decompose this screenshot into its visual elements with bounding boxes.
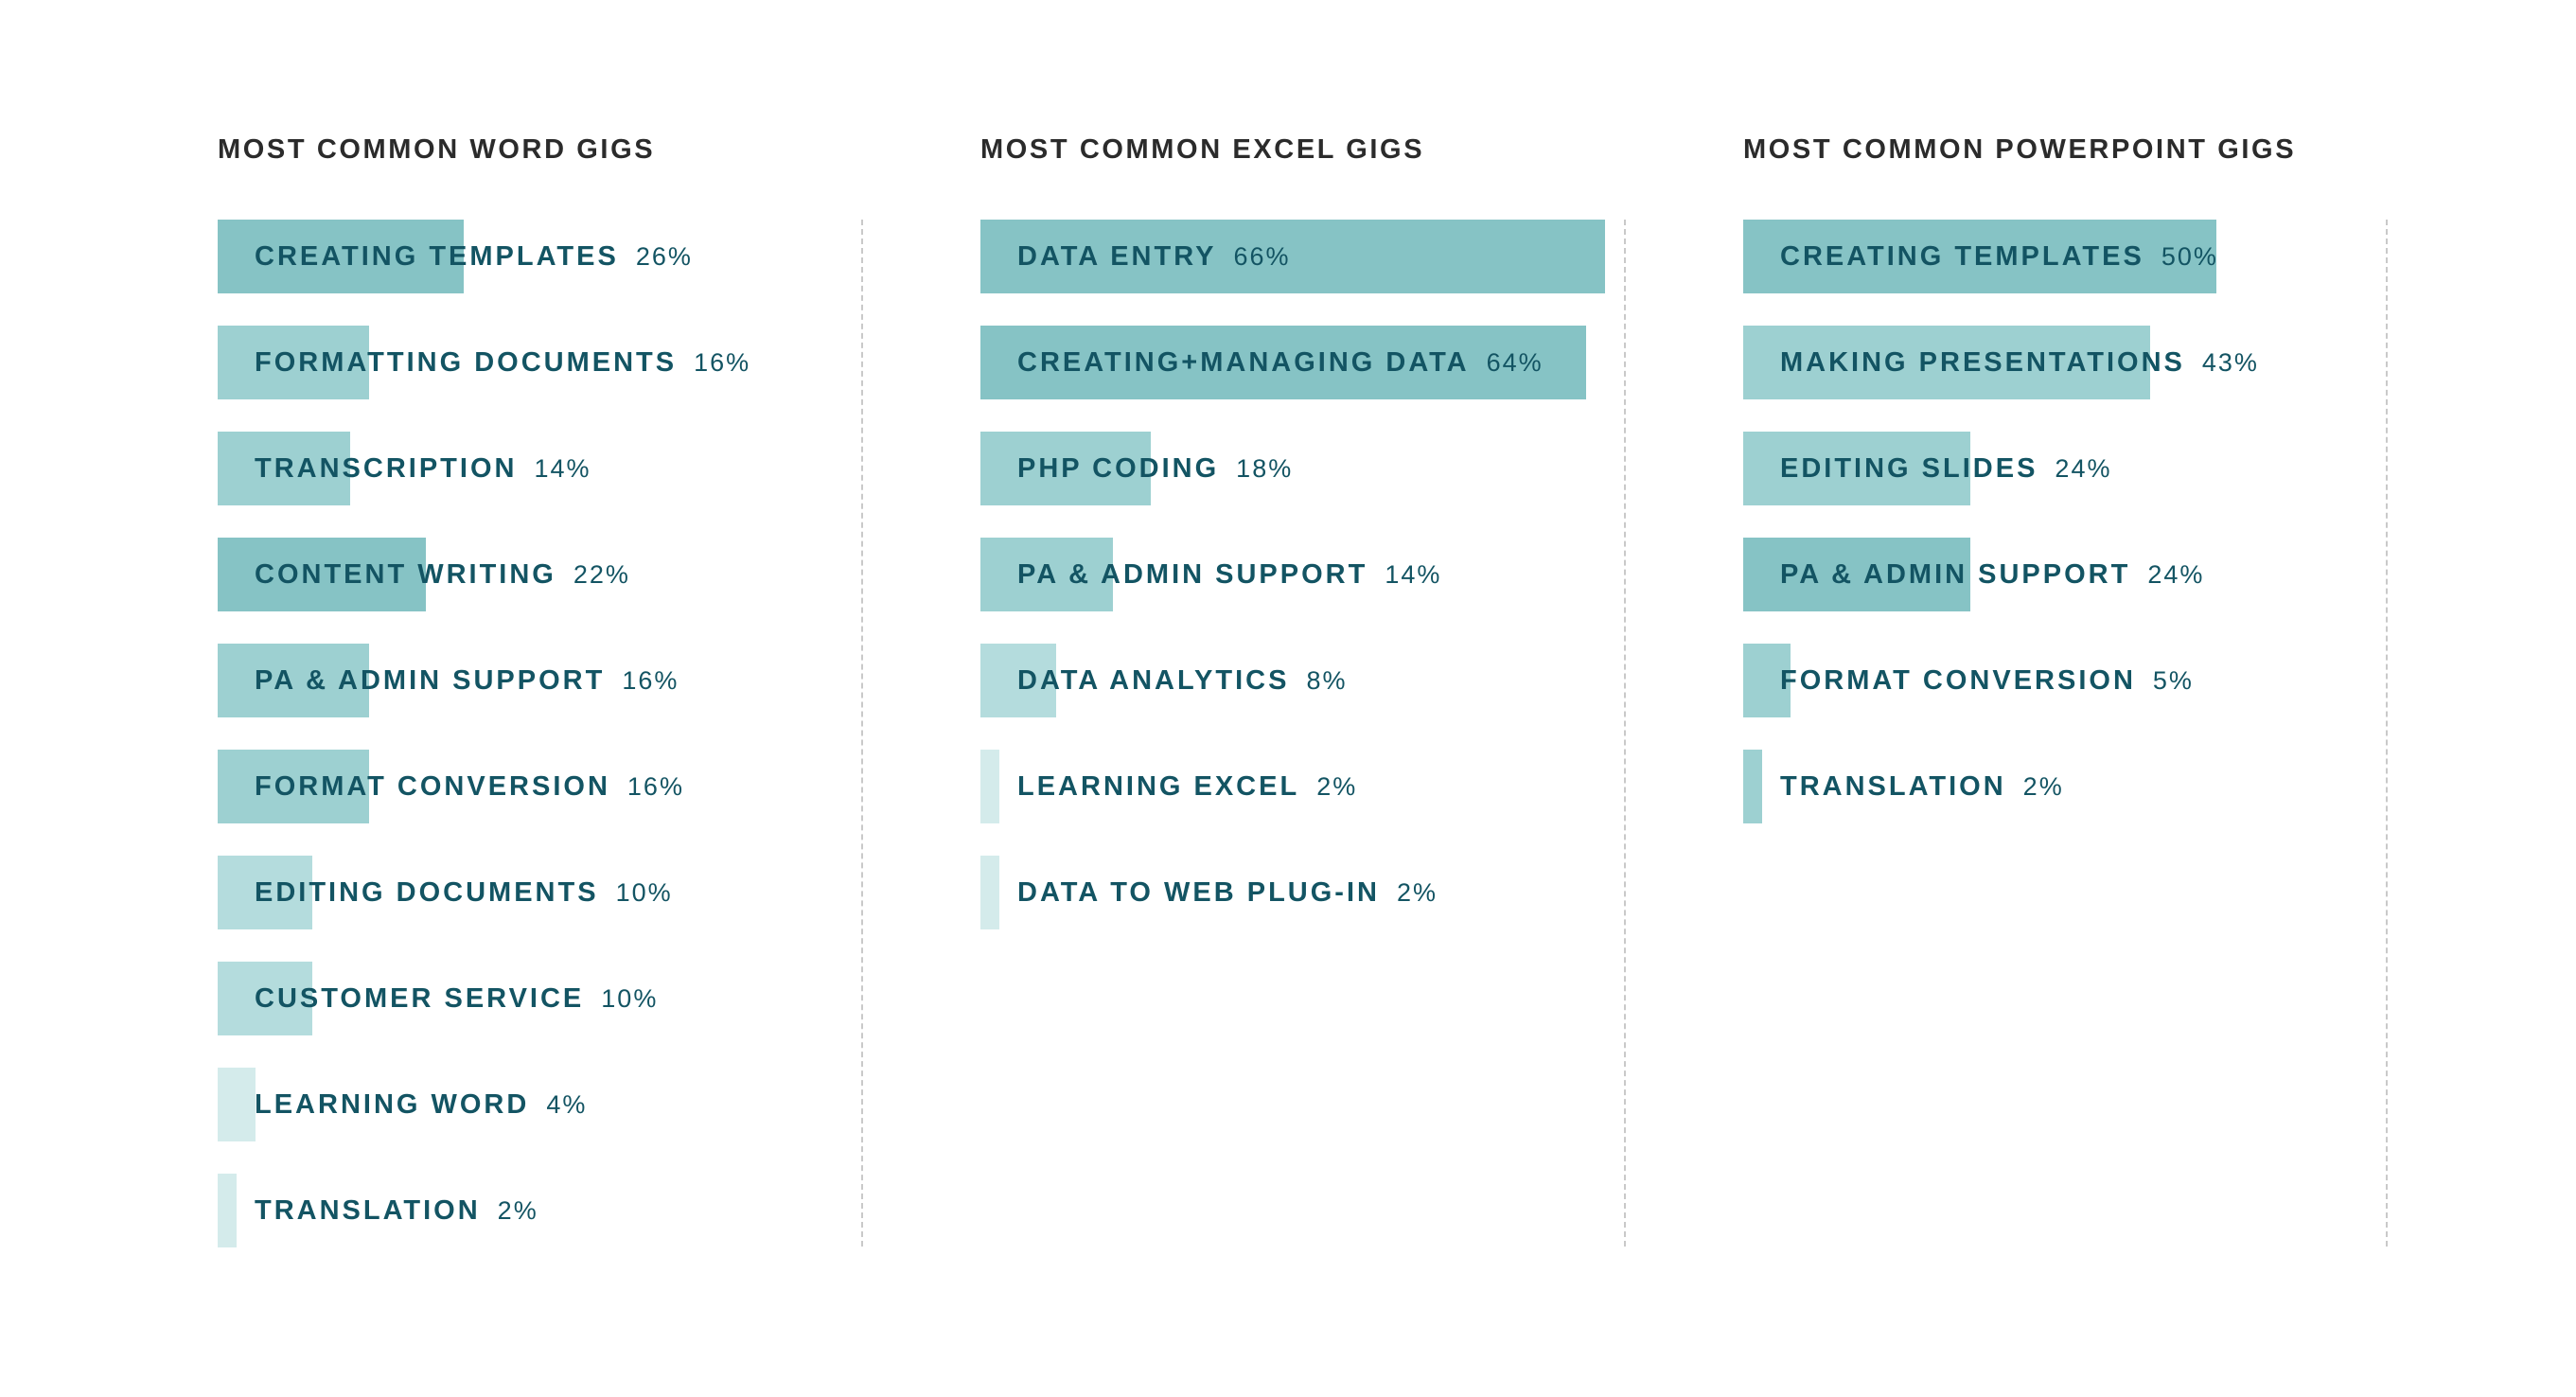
word-bar-label: LEARNING WORD	[255, 1089, 530, 1120]
divider-1	[861, 220, 863, 1247]
excel-bar-creating-managing-data	[980, 326, 1586, 399]
powerpoint-bar-label: FORMAT CONVERSION	[1780, 665, 2136, 696]
word-bar-label: EDITING DOCUMENTS	[255, 877, 599, 908]
word-bar-value: 10%	[601, 984, 659, 1013]
word-bar-value: 16%	[622, 666, 679, 695]
word-bar-label: FORMATTING DOCUMENTS	[255, 347, 678, 378]
powerpoint-bar-label: PA & ADMIN SUPPORT	[1780, 559, 2131, 590]
excel-bar-label: DATA ANALYTICS	[1017, 665, 1290, 696]
word-bar-label: CONTENT WRITING	[255, 559, 556, 590]
word-bar-label: PA & ADMIN SUPPORT	[255, 665, 606, 696]
excel-bar-data-analytics	[980, 644, 1056, 717]
word-bar-customer-service	[218, 962, 312, 1035]
excel-bar-value: 14%	[1385, 560, 1442, 589]
excel-bar-data-entry	[980, 220, 1605, 293]
word-bar-label: CREATING TEMPLATES	[255, 241, 619, 272]
excel-bar-value: 2%	[1396, 878, 1438, 907]
divider-3	[2386, 220, 2388, 1247]
powerpoint-bar-making-presentations	[1743, 326, 2150, 399]
excel-bar-label: PA & ADMIN SUPPORT	[1017, 559, 1368, 590]
word-bar-value: 26%	[635, 242, 693, 271]
word-bar-label: FORMAT CONVERSION	[255, 771, 610, 802]
word-bar-value: 22%	[573, 560, 630, 589]
word-bar-value: 16%	[694, 348, 751, 377]
divider-2	[1624, 220, 1626, 1247]
powerpoint-gigs-title: MOST COMMON POWERPOINT GIGS	[1743, 134, 2297, 165]
excel-bar-value: 8%	[1306, 666, 1348, 695]
excel-bar-pa-admin-support	[980, 538, 1113, 611]
word-bar-transcription	[218, 432, 350, 505]
powerpoint-bar-label: CREATING TEMPLATES	[1780, 241, 2144, 272]
word-bar-content-writing	[218, 538, 426, 611]
word-bar-creating-templates	[218, 220, 464, 293]
powerpoint-bar-value: 24%	[2055, 454, 2112, 483]
word-bar-translation	[218, 1174, 237, 1247]
powerpoint-bar-format-conversion	[1743, 644, 1791, 717]
word-bar-editing-documents	[218, 856, 312, 929]
excel-bar-label: CREATING+MANAGING DATA	[1017, 347, 1470, 378]
excel-bar-learning-excel	[980, 750, 999, 823]
excel-gigs-title: MOST COMMON EXCEL GIGS	[980, 134, 1425, 165]
powerpoint-bar-value: 2%	[2022, 772, 2064, 801]
excel-bar-value: 2%	[1316, 772, 1358, 801]
powerpoint-bar-translation	[1743, 750, 1762, 823]
powerpoint-bar-label: MAKING PRESENTATIONS	[1780, 347, 2185, 378]
powerpoint-bar-editing-slides	[1743, 432, 1970, 505]
powerpoint-bar-label: TRANSLATION	[1780, 771, 2006, 802]
word-bar-formatting-documents	[218, 326, 369, 399]
excel-bar-value: 18%	[1236, 454, 1294, 483]
excel-bar-value: 64%	[1486, 348, 1544, 377]
word-bar-value: 4%	[546, 1090, 588, 1119]
excel-bar-label: LEARNING EXCEL	[1017, 771, 1300, 802]
word-bar-value: 2%	[497, 1196, 538, 1225]
excel-bar-label: PHP CODING	[1017, 453, 1220, 484]
word-bar-value: 16%	[626, 772, 684, 801]
word-bar-label: CUSTOMER SERVICE	[255, 983, 585, 1014]
excel-bar-label: DATA TO WEB PLUG-IN	[1017, 877, 1380, 908]
excel-bar-php-coding	[980, 432, 1151, 505]
word-bar-label: TRANSCRIPTION	[255, 453, 518, 484]
powerpoint-bar-value: 5%	[2152, 666, 2194, 695]
excel-bar-data-to-web-plug-in	[980, 856, 999, 929]
powerpoint-bar-pa-admin-support	[1743, 538, 1970, 611]
word-bar-value: 14%	[534, 454, 591, 483]
powerpoint-bar-label: EDITING SLIDES	[1780, 453, 2038, 484]
word-gigs-title: MOST COMMON WORD GIGS	[218, 134, 656, 165]
word-bar-label: TRANSLATION	[255, 1195, 481, 1226]
excel-bar-label: DATA ENTRY	[1017, 241, 1217, 272]
powerpoint-bar-value: 50%	[2161, 242, 2218, 271]
excel-bar-value: 66%	[1233, 242, 1291, 271]
word-bar-value: 10%	[615, 878, 673, 907]
powerpoint-bar-value: 43%	[2201, 348, 2259, 377]
powerpoint-bar-creating-templates	[1743, 220, 2216, 293]
word-bar-learning-word	[218, 1068, 256, 1141]
word-bar-format-conversion	[218, 750, 369, 823]
word-bar-pa-admin-support	[218, 644, 369, 717]
powerpoint-bar-value: 24%	[2147, 560, 2205, 589]
